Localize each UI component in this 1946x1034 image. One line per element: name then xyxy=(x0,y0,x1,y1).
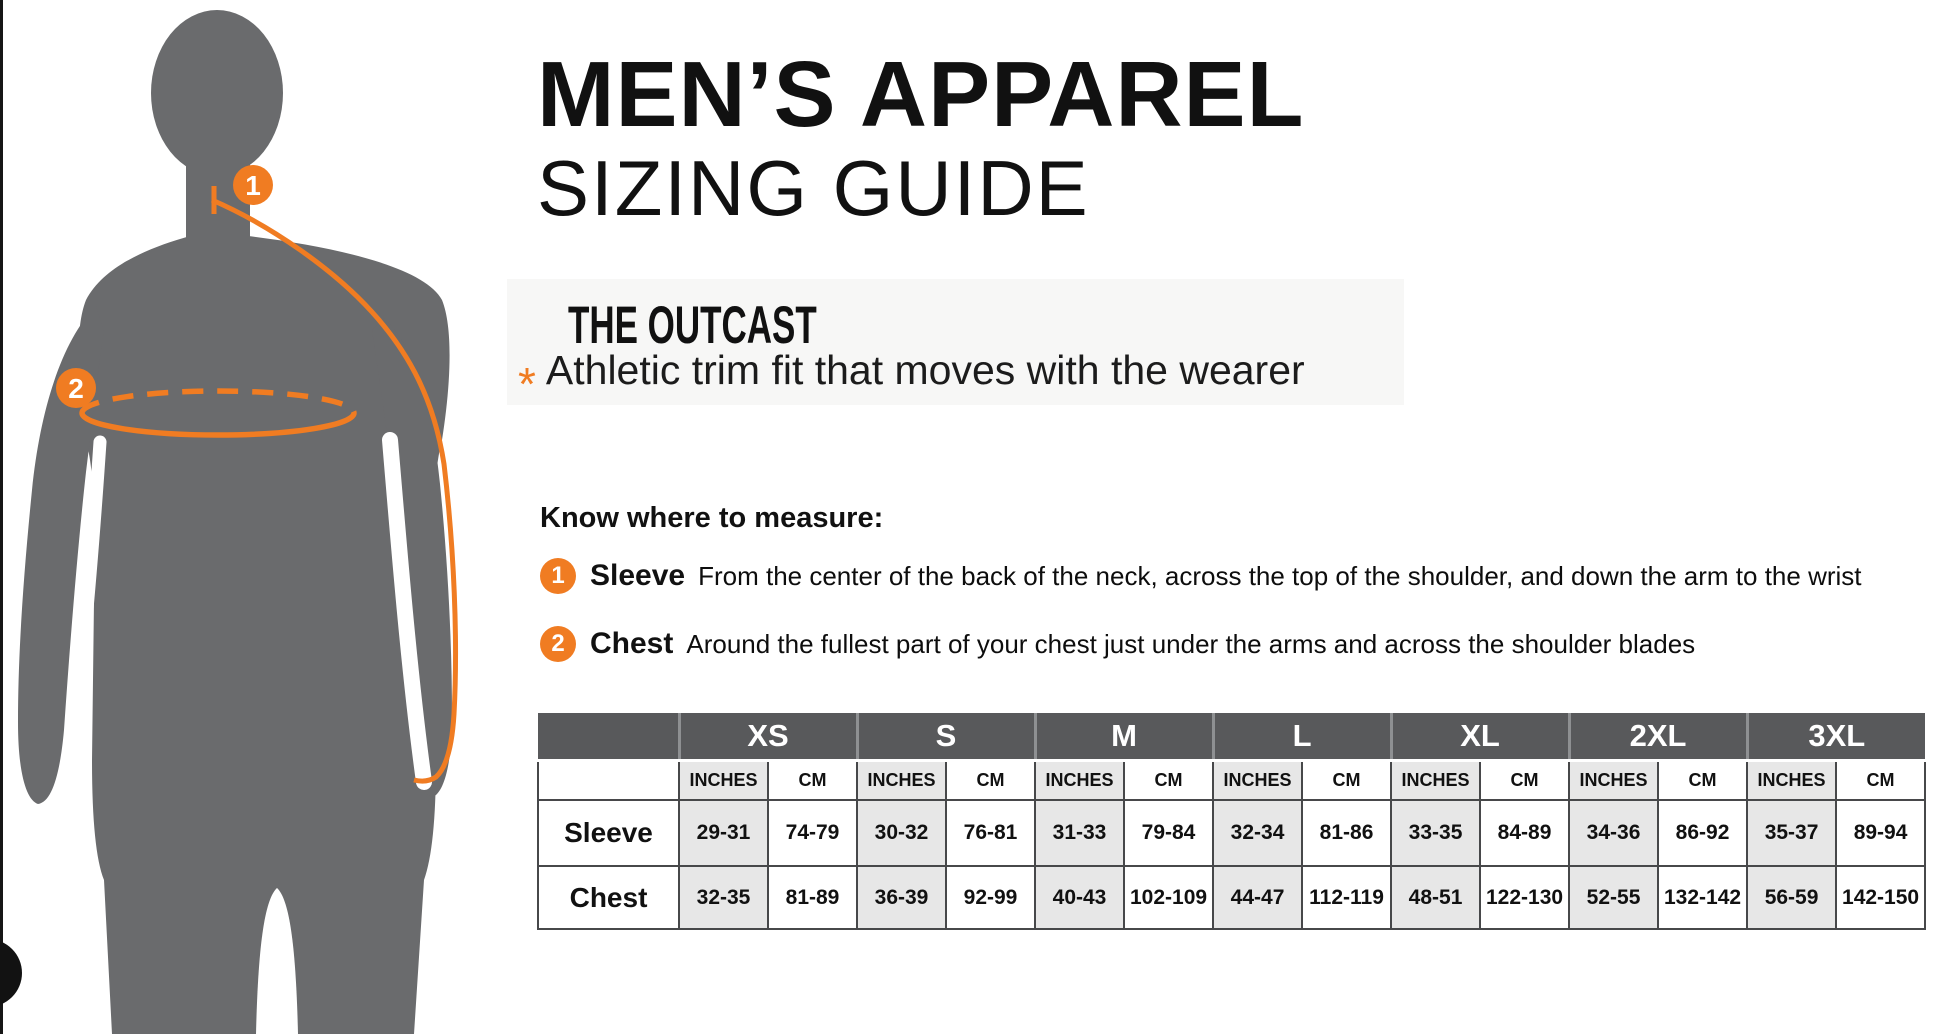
size-column-xs: XS xyxy=(679,713,859,762)
product-highlight-band xyxy=(507,279,1404,405)
value-sleeve-xl-inches: 33-35 xyxy=(1390,799,1482,867)
unit-header-cm: CM xyxy=(1123,759,1215,801)
table-corner-cell xyxy=(538,713,681,762)
value-sleeve-s-cm: 76-81 xyxy=(945,799,1037,867)
corner-widget-button[interactable] xyxy=(0,939,22,1007)
measure-item-description: From the center of the back of the neck,… xyxy=(698,560,1862,591)
unit-header-inches: INCHES xyxy=(1568,759,1660,801)
product-tagline: * Athletic trim fit that moves with the … xyxy=(518,347,1305,411)
measure-item-sleeve: 1 Sleeve From the center of the back of … xyxy=(540,558,1862,594)
unit-header-cm: CM xyxy=(1657,759,1749,801)
value-sleeve-xs-cm: 74-79 xyxy=(766,799,859,867)
size-header-row: XS S M L XL 2XL 3XL xyxy=(538,713,1926,762)
measurement-figure: 1 2 xyxy=(0,0,480,1034)
asterisk-mark: * xyxy=(518,358,536,410)
value-chest-m-cm: 102-109 xyxy=(1123,865,1215,930)
right-arm-gap xyxy=(382,432,432,790)
size-table: XS S M L XL 2XL 3XL INCHES CM INCHES CM INCHES CM INC… xyxy=(537,713,1927,930)
left-edge-divider xyxy=(0,0,3,1034)
product-name: THE OUTCAST xyxy=(568,296,817,355)
figure-badge-2: 2 xyxy=(56,368,96,408)
figure-badge-1: 1 xyxy=(233,165,273,205)
unit-header-inches: INCHES xyxy=(1746,759,1838,801)
svg-text:1: 1 xyxy=(245,170,261,201)
size-table-body: XS S M L XL 2XL 3XL INCHES CM INCHES CM INCHES CM INC… xyxy=(537,713,1927,930)
unit-header-inches: INCHES xyxy=(1390,759,1482,801)
value-chest-2xl-cm: 132-142 xyxy=(1657,865,1749,930)
value-chest-s-inches: 36-39 xyxy=(856,865,948,930)
value-chest-l-inches: 44-47 xyxy=(1212,865,1304,930)
size-column-3xl: 3XL xyxy=(1747,713,1926,762)
badge-2-icon: 2 xyxy=(540,626,576,662)
male-silhouette-illustration: 1 2 xyxy=(18,10,459,1034)
unit-header-cm: CM xyxy=(1835,759,1927,801)
value-chest-xl-cm: 122-130 xyxy=(1479,865,1571,930)
size-column-m: M xyxy=(1035,713,1215,762)
unit-header-inches: INCHES xyxy=(678,759,769,801)
value-sleeve-xs-inches: 29-31 xyxy=(678,799,769,867)
unit-header-row: INCHES CM INCHES CM INCHES CM INCHES CM INCHES CM… xyxy=(537,759,1927,801)
value-chest-m-inches: 40-43 xyxy=(1034,865,1126,930)
row-label: Chest xyxy=(537,865,680,930)
value-sleeve-2xl-inches: 34-36 xyxy=(1568,799,1660,867)
table-row-sleeve: Sleeve 29-31 74-79 30-32 76-81 31-33 79-84 32-3… xyxy=(537,799,1927,867)
measure-item-description: Around the fullest part of your chest ju… xyxy=(686,628,1696,659)
svg-text:2: 2 xyxy=(68,373,84,404)
unit-header-cm: CM xyxy=(766,759,859,801)
value-chest-2xl-inches: 52-55 xyxy=(1568,865,1660,930)
value-sleeve-3xl-inches: 35-37 xyxy=(1746,799,1838,867)
value-sleeve-m-inches: 31-33 xyxy=(1034,799,1126,867)
page-subtitle: SIZING GUIDE xyxy=(537,144,1090,232)
sleeve-measure-line xyxy=(211,197,459,784)
value-chest-3xl-cm: 142-150 xyxy=(1835,865,1927,930)
unit-header-cm: CM xyxy=(1301,759,1393,801)
chest-measure-ellipse-dashed xyxy=(79,388,357,414)
measure-item-label: Chest xyxy=(590,627,674,660)
silhouette-head xyxy=(151,10,283,176)
unit-header-inches: INCHES xyxy=(1212,759,1304,801)
leg-gap xyxy=(256,888,298,1034)
badge-1-icon: 1 xyxy=(540,558,576,594)
size-column-xl: XL xyxy=(1391,713,1571,762)
measure-item-label: Sleeve xyxy=(590,559,686,592)
unit-header-inches: INCHES xyxy=(856,759,948,801)
unit-header-cm: CM xyxy=(1479,759,1571,801)
value-sleeve-l-cm: 81-86 xyxy=(1301,799,1393,867)
value-sleeve-s-inches: 30-32 xyxy=(856,799,948,867)
size-column-l: L xyxy=(1213,713,1393,762)
value-chest-xs-cm: 81-89 xyxy=(766,865,859,930)
value-sleeve-3xl-cm: 89-94 xyxy=(1835,799,1927,867)
page-title: MEN’S APPAREL xyxy=(537,42,1305,146)
size-column-2xl: 2XL xyxy=(1569,713,1749,762)
left-arm-gap xyxy=(61,435,107,787)
silhouette-left-arm xyxy=(18,306,104,804)
value-chest-l-cm: 112-119 xyxy=(1301,865,1393,930)
value-sleeve-xl-cm: 84-89 xyxy=(1479,799,1571,867)
value-chest-xs-inches: 32-35 xyxy=(678,865,769,930)
value-sleeve-2xl-cm: 86-92 xyxy=(1657,799,1749,867)
value-chest-s-cm: 92-99 xyxy=(945,865,1037,930)
value-chest-3xl-inches: 56-59 xyxy=(1746,865,1838,930)
unit-header-cm: CM xyxy=(945,759,1037,801)
value-sleeve-m-cm: 79-84 xyxy=(1123,799,1215,867)
value-chest-xl-inches: 48-51 xyxy=(1390,865,1482,930)
page-heading: MEN’S APPAREL SIZING GUIDE xyxy=(537,42,1305,232)
value-sleeve-l-inches: 32-34 xyxy=(1212,799,1304,867)
measure-item-chest: 2 Chest Around the fullest part of your … xyxy=(540,626,1695,662)
chest-measure-ellipse-solid xyxy=(79,412,357,438)
row-label: Sleeve xyxy=(537,799,680,867)
size-column-s: S xyxy=(857,713,1037,762)
unit-header-inches: INCHES xyxy=(1034,759,1126,801)
measure-heading: Know where to measure: xyxy=(540,502,884,534)
table-row-chest: Chest 32-35 81-89 36-39 92-99 40-43 102-109 44-… xyxy=(537,865,1927,930)
blank-cell xyxy=(537,759,680,801)
product-tagline-text: Athletic trim fit that moves with the we… xyxy=(545,347,1305,393)
